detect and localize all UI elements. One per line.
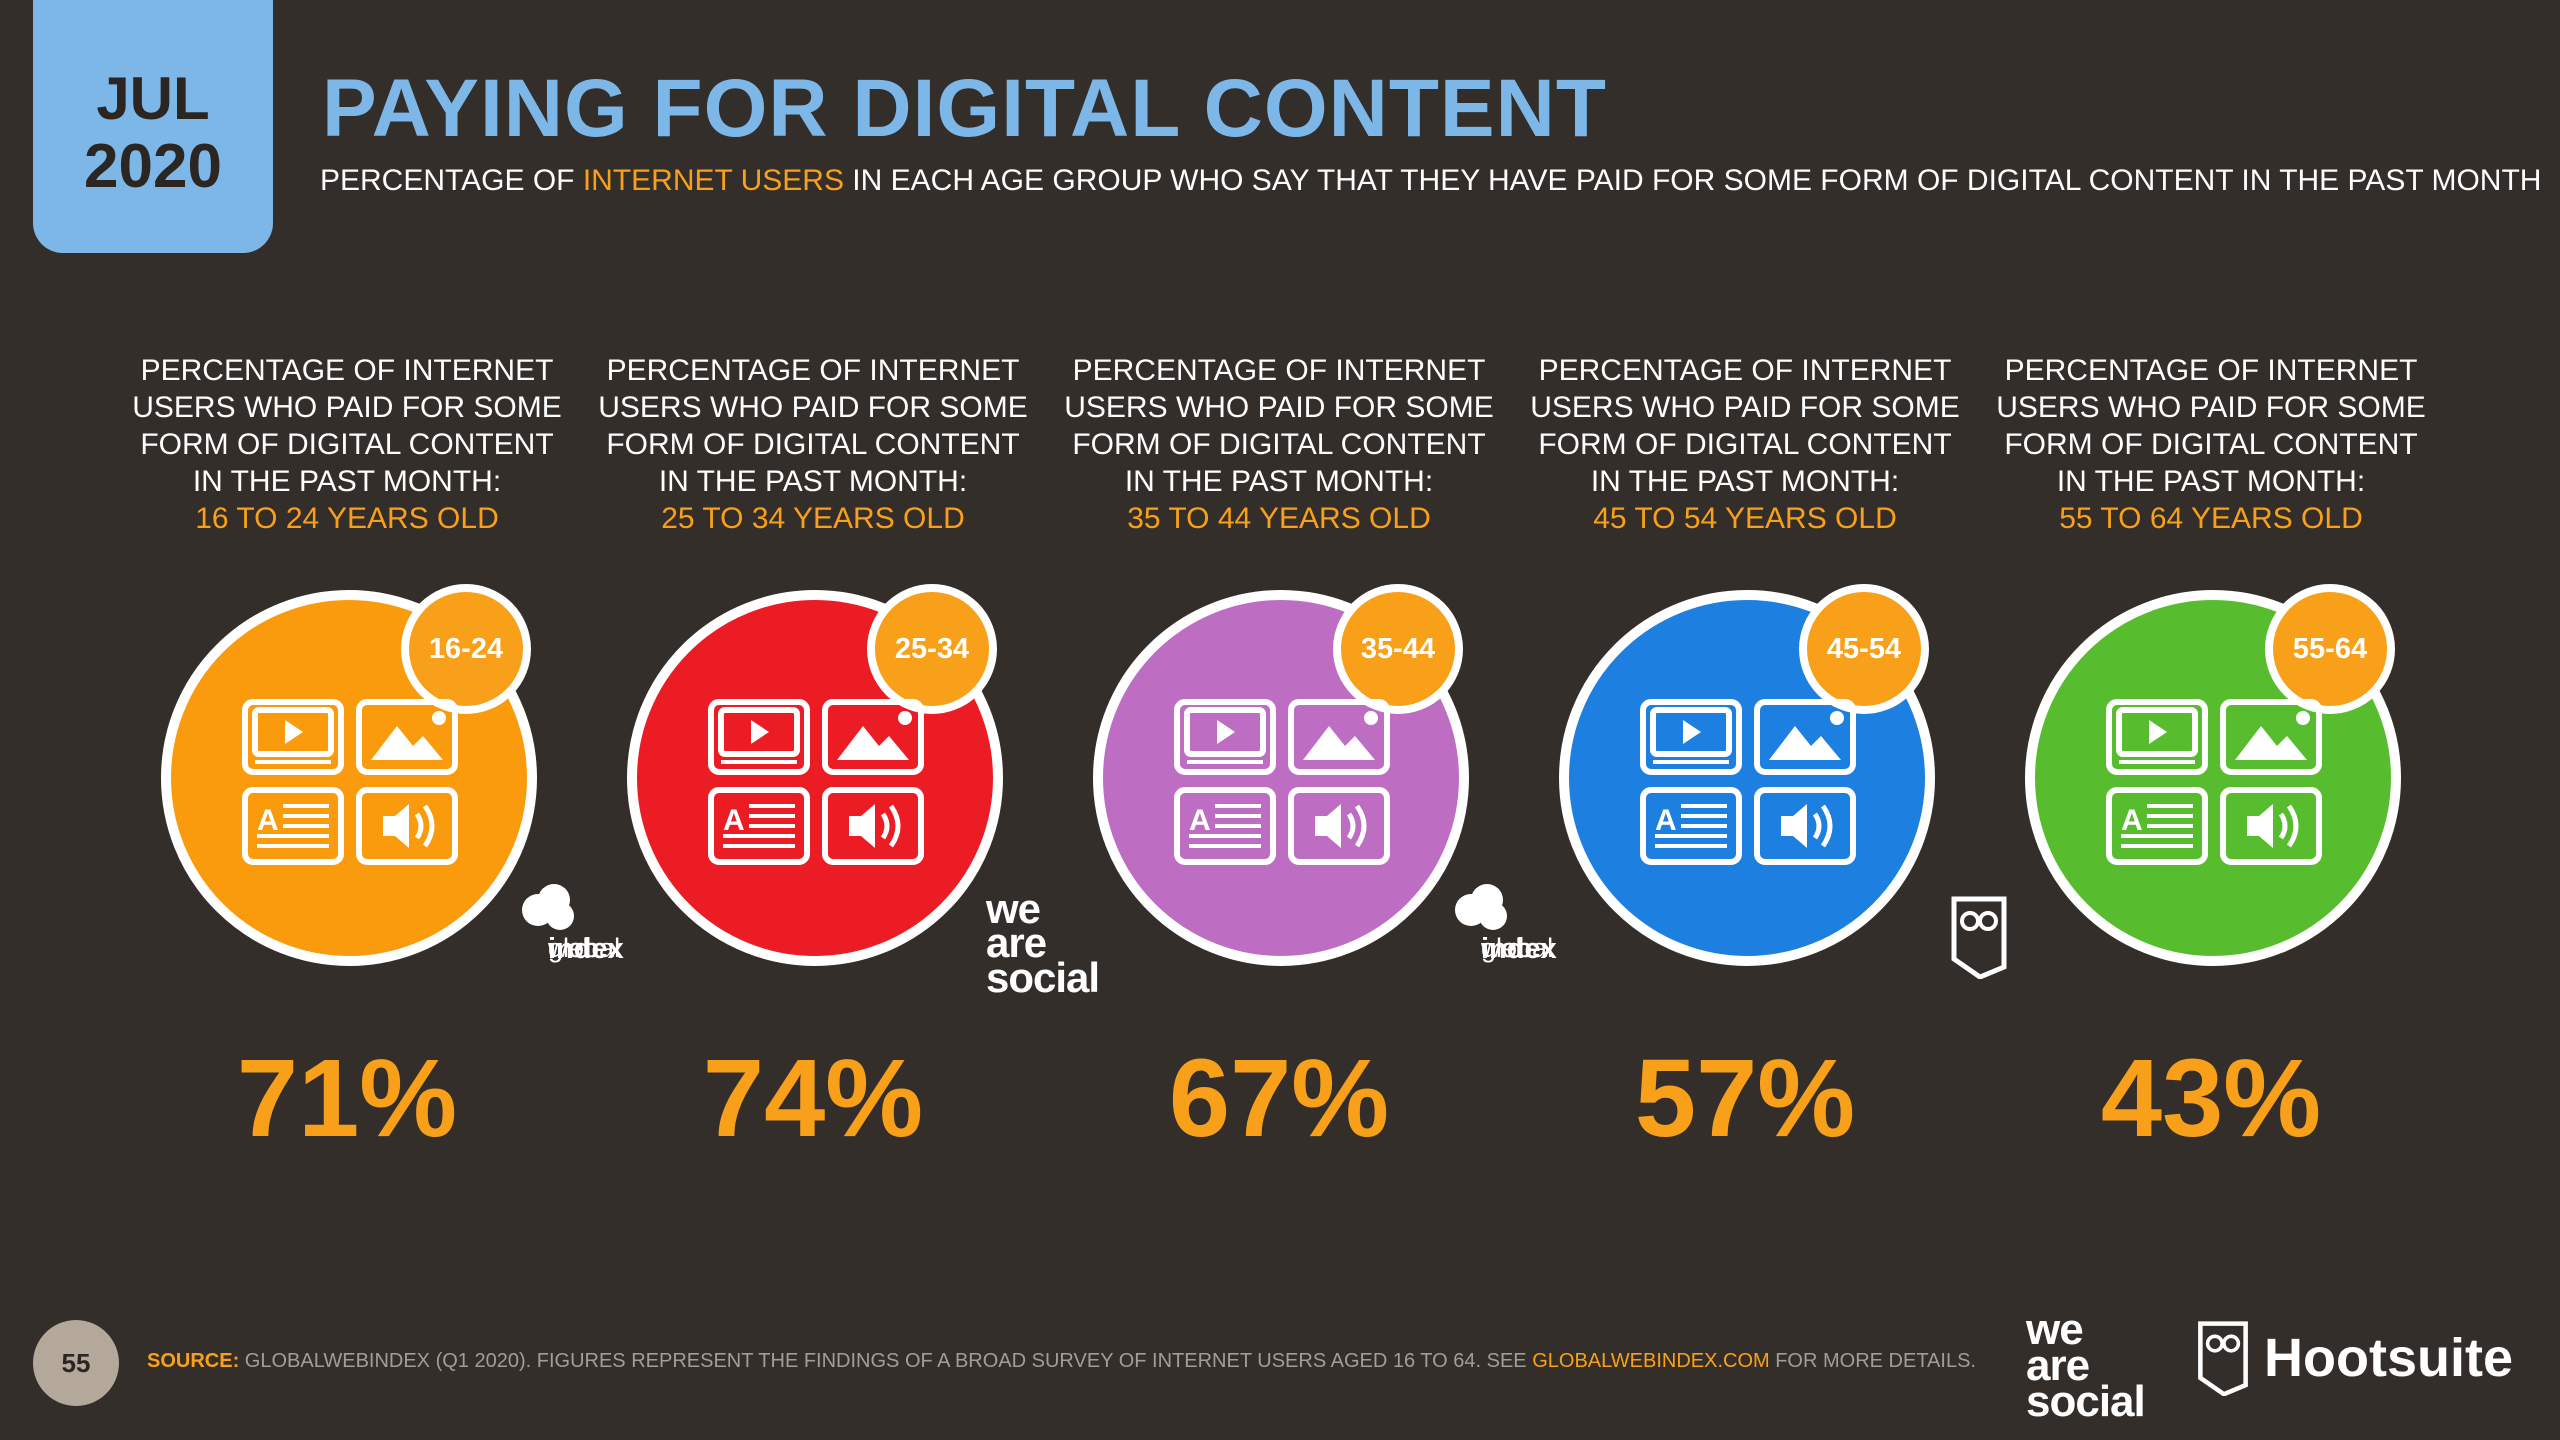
panel-description: PERCENTAGE OF INTERNET USERS WHO PAID FO… bbox=[1059, 352, 1499, 537]
date-tab: JUL 2020 bbox=[33, 0, 273, 253]
digital-content-icons: A bbox=[708, 699, 924, 865]
panel-circle: 25-34 A bbox=[627, 584, 1007, 970]
audio-icon bbox=[1288, 787, 1390, 865]
image-icon bbox=[356, 699, 458, 775]
svg-text:A: A bbox=[2121, 804, 2143, 837]
date-month: JUL bbox=[96, 65, 210, 133]
audio-icon bbox=[1754, 787, 1856, 865]
percentage-value: 43% bbox=[2100, 1037, 2322, 1160]
page-subtitle: PERCENTAGE OF INTERNET USERS IN EACH AGE… bbox=[320, 164, 2542, 197]
page-title: PAYING FOR DIGITAL CONTENT bbox=[322, 63, 1607, 154]
age-label: 45 TO 54 YEARS OLD bbox=[1593, 502, 1897, 535]
age-badge: 25-34 bbox=[867, 584, 997, 714]
svg-text:A: A bbox=[257, 804, 279, 837]
hootsuite-owl-icon bbox=[2198, 1321, 2248, 1396]
svg-text:A: A bbox=[1655, 804, 1677, 837]
article-icon: A bbox=[1640, 787, 1742, 865]
video-icon bbox=[2106, 699, 2208, 775]
category-circle bbox=[161, 590, 537, 966]
percentage-value: 71% bbox=[236, 1037, 458, 1160]
hootsuite-logo: Hootsuite bbox=[2196, 1320, 2513, 1396]
audio-icon bbox=[2220, 787, 2322, 865]
panel-description: PERCENTAGE OF INTERNET USERS WHO PAID FO… bbox=[1991, 352, 2431, 537]
hootsuite-owl-icon bbox=[1951, 896, 2007, 979]
panel-circle: 45-54 A bbox=[1559, 584, 1939, 970]
audio-icon bbox=[356, 787, 458, 865]
panel-circle: 55-64 A bbox=[2025, 584, 2405, 970]
age-label: 16 TO 24 YEARS OLD bbox=[195, 502, 499, 535]
video-icon bbox=[242, 699, 344, 775]
gwi-cloud-icon bbox=[1455, 884, 1507, 930]
percentage-value: 57% bbox=[1634, 1037, 1856, 1160]
digital-content-icons: A bbox=[1174, 699, 1390, 865]
image-icon bbox=[1288, 699, 1390, 775]
source-note: SOURCE: GLOBALWEBINDEX (Q1 2020). FIGURE… bbox=[147, 1350, 1976, 1372]
svg-text:A: A bbox=[1189, 804, 1211, 837]
panel-circle: 16-24 A bbox=[161, 584, 541, 970]
source-link[interactable]: GLOBALWEBINDEX.COM bbox=[1532, 1350, 1770, 1372]
video-icon bbox=[1640, 699, 1742, 775]
we-are-social-brand-logo: we are social bbox=[2026, 1305, 2146, 1427]
audio-icon bbox=[822, 787, 924, 865]
age-label: 25 TO 34 YEARS OLD bbox=[661, 502, 965, 535]
age-label: 35 TO 44 YEARS OLD bbox=[1127, 502, 1431, 535]
gwi-cloud-icon bbox=[522, 884, 574, 930]
percentage-value: 74% bbox=[702, 1037, 924, 1160]
age-badge: 35-44 bbox=[1333, 584, 1463, 714]
article-icon: A bbox=[242, 787, 344, 865]
video-icon bbox=[1174, 699, 1276, 775]
percentage-value: 67% bbox=[1168, 1037, 1390, 1160]
panel-circle: 35-44 A bbox=[1093, 584, 1473, 970]
gwi-logo: global web index bbox=[520, 882, 624, 963]
digital-content-icons: A bbox=[2106, 699, 2322, 865]
age-badge: 16-24 bbox=[401, 584, 531, 714]
video-icon bbox=[708, 699, 810, 775]
subtitle-highlight: INTERNET USERS bbox=[582, 164, 844, 197]
article-icon: A bbox=[2106, 787, 2208, 865]
article-icon: A bbox=[1174, 787, 1276, 865]
panel-description: PERCENTAGE OF INTERNET USERS WHO PAID FO… bbox=[1525, 352, 1965, 537]
age-badge: 55-64 bbox=[2265, 584, 2395, 714]
age-label: 55 TO 64 YEARS OLD bbox=[2059, 502, 2363, 535]
we-are-social-logo: we are social bbox=[986, 885, 1100, 1001]
page-number: 55 bbox=[33, 1320, 119, 1406]
date-year: 2020 bbox=[84, 132, 222, 202]
panel-description: PERCENTAGE OF INTERNET USERS WHO PAID FO… bbox=[593, 352, 1033, 537]
article-icon: A bbox=[708, 787, 810, 865]
image-icon bbox=[822, 699, 924, 775]
image-icon bbox=[1754, 699, 1856, 775]
digital-content-icons: A bbox=[1640, 699, 1856, 865]
age-badge: 45-54 bbox=[1799, 584, 1929, 714]
image-icon bbox=[2220, 699, 2322, 775]
digital-content-icons: A bbox=[242, 699, 458, 865]
panel-description: PERCENTAGE OF INTERNET USERS WHO PAID FO… bbox=[127, 352, 567, 537]
gwi-logo: global web index bbox=[1453, 882, 1557, 963]
svg-text:A: A bbox=[723, 804, 745, 837]
